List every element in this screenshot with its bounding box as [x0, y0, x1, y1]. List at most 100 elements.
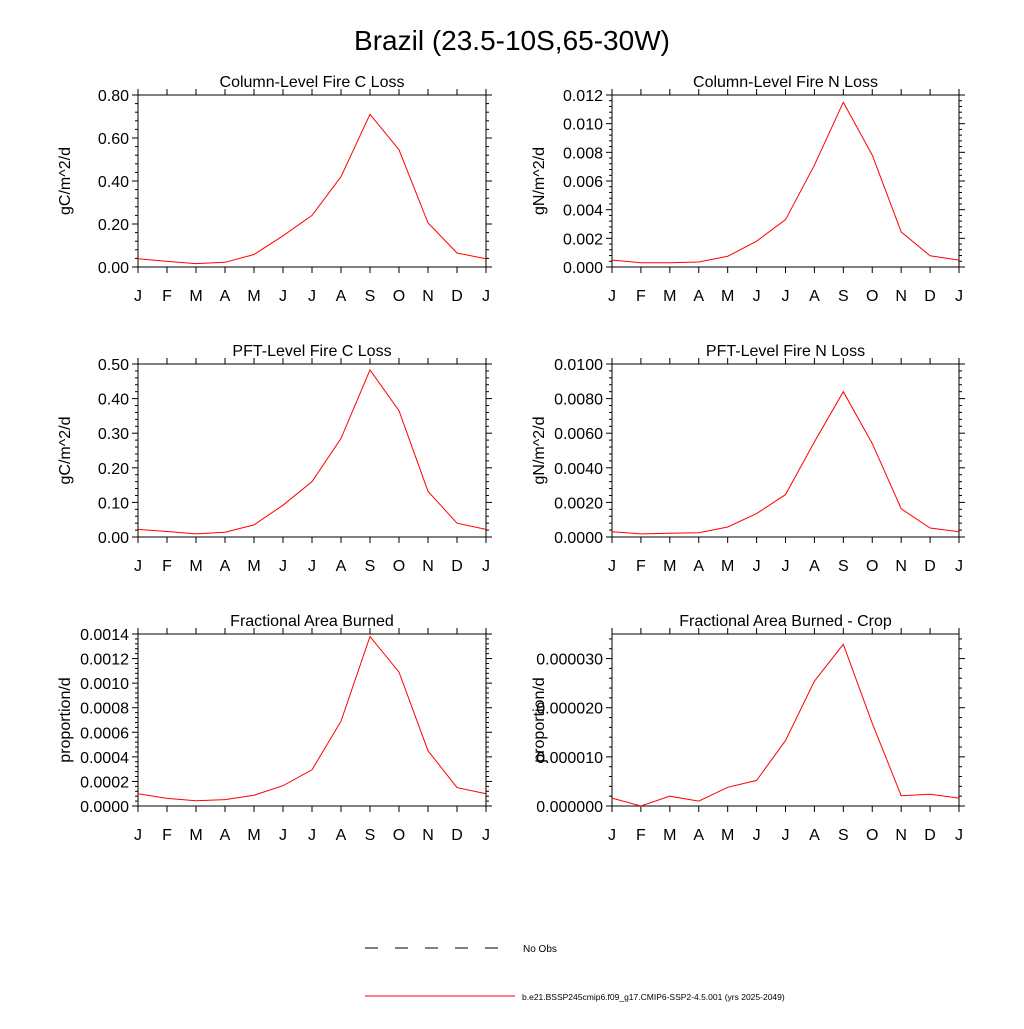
x-tick-label: D	[924, 827, 936, 844]
x-tick-label: J	[753, 288, 761, 305]
plot-frame	[611, 633, 960, 807]
x-tick-label: O	[393, 827, 405, 844]
y-tick-label: 0.0002	[80, 774, 129, 791]
x-tick-label: M	[247, 827, 260, 844]
x-tick-label: D	[451, 827, 463, 844]
x-tick-label: J	[608, 288, 616, 305]
y-tick-label: 0.000	[563, 260, 603, 277]
x-tick-label: A	[336, 558, 347, 575]
x-tick-label: S	[365, 827, 376, 844]
x-tick-label: M	[721, 288, 734, 305]
x-tick-label: M	[189, 827, 202, 844]
y-tick-label: 0.40	[98, 392, 129, 409]
y-axis-label: proportion/d	[531, 677, 548, 762]
x-tick-label: N	[895, 827, 907, 844]
x-tick-label: J	[482, 827, 490, 844]
x-tick-label: F	[636, 558, 646, 575]
x-tick-label: M	[247, 288, 260, 305]
x-tick-label: N	[895, 288, 907, 305]
plot-frame	[137, 94, 487, 268]
x-tick-label: J	[608, 827, 616, 844]
y-tick-label: 0.0000	[80, 799, 129, 816]
legend-label-model: b.e21.BSSP245cmip6.f09_g17.CMIP6-SSP2-4.…	[522, 992, 785, 1002]
y-tick-label: 0.0006	[80, 725, 129, 742]
x-tick-label: O	[866, 827, 878, 844]
y-tick-label: 0.20	[98, 461, 129, 478]
panel-title: PFT-Level Fire N Loss	[706, 343, 865, 360]
x-tick-label: M	[721, 558, 734, 575]
y-tick-label: 0.50	[98, 357, 129, 374]
y-tick-label: 0.006	[563, 174, 603, 191]
x-tick-label: J	[482, 558, 490, 575]
legend-label-no-obs: No Obs	[523, 944, 557, 955]
x-tick-label: F	[636, 827, 646, 844]
y-tick-label: 0.012	[563, 88, 603, 105]
plot-frame	[137, 633, 487, 807]
y-tick-label: 0.0020	[554, 495, 603, 512]
x-tick-label: A	[809, 827, 820, 844]
x-tick-label: S	[365, 558, 376, 575]
x-tick-label: S	[838, 827, 849, 844]
series-line-1	[611, 643, 960, 807]
x-tick-label: D	[451, 288, 463, 305]
x-tick-label: J	[753, 827, 761, 844]
y-tick-label: 0.000010	[536, 750, 603, 767]
series-line-1	[137, 113, 487, 265]
y-tick-label: 0.10	[98, 495, 129, 512]
x-tick-label: J	[308, 827, 316, 844]
y-tick-label: 0.80	[98, 88, 129, 105]
x-tick-label: J	[782, 827, 790, 844]
y-axis-label: proportion/d	[57, 677, 74, 762]
y-tick-label: 0.0008	[80, 701, 129, 718]
x-tick-label: J	[955, 288, 963, 305]
y-axis-label: gC/m^2/d	[57, 147, 74, 215]
x-tick-label: A	[336, 288, 347, 305]
y-tick-label: 0.0100	[554, 357, 603, 374]
x-tick-label: M	[663, 558, 676, 575]
x-tick-label: O	[393, 288, 405, 305]
series-line-1	[137, 368, 487, 535]
x-tick-label: D	[924, 288, 936, 305]
x-tick-label: J	[279, 558, 287, 575]
x-tick-label: A	[693, 558, 704, 575]
plot-frame	[137, 363, 487, 538]
y-tick-label: 0.008	[563, 145, 603, 162]
y-tick-label: 0.0080	[554, 392, 603, 409]
x-tick-label: D	[451, 558, 463, 575]
x-tick-label: N	[422, 288, 434, 305]
x-tick-label: N	[895, 558, 907, 575]
x-tick-label: A	[220, 288, 231, 305]
y-tick-label: 0.0060	[554, 426, 603, 443]
x-tick-label: J	[308, 288, 316, 305]
x-tick-label: J	[308, 558, 316, 575]
x-tick-label: A	[220, 827, 231, 844]
legend: No Obs b.e21.BSSP245cmip6.f09_g17.CMIP6-…	[365, 944, 785, 1002]
x-tick-label: J	[134, 827, 142, 844]
y-tick-label: 0.40	[98, 174, 129, 191]
x-tick-label: A	[693, 288, 704, 305]
y-tick-label: 0.20	[98, 217, 129, 234]
x-tick-label: N	[422, 558, 434, 575]
y-tick-label: 0.60	[98, 131, 129, 148]
x-tick-label: J	[782, 558, 790, 575]
panel-title: Column-Level Fire C Loss	[220, 74, 405, 91]
x-tick-label: M	[189, 558, 202, 575]
x-tick-label: J	[955, 558, 963, 575]
panel-title: Column-Level Fire N Loss	[693, 74, 878, 91]
panel-title: Fractional Area Burned - Crop	[679, 613, 892, 630]
y-tick-label: 0.004	[563, 203, 603, 220]
panel-title: PFT-Level Fire C Loss	[232, 343, 391, 360]
chart-panel-6: Fractional Area Burned - Crop proportion/…	[531, 613, 965, 844]
y-tick-label: 0.010	[563, 117, 603, 134]
y-axis-label: gC/m^2/d	[57, 417, 74, 485]
x-tick-label: O	[866, 558, 878, 575]
y-tick-label: 0.0004	[80, 750, 129, 767]
x-tick-label: J	[279, 288, 287, 305]
x-tick-label: J	[782, 288, 790, 305]
x-tick-label: J	[753, 558, 761, 575]
y-tick-label: 0.000030	[536, 652, 603, 669]
